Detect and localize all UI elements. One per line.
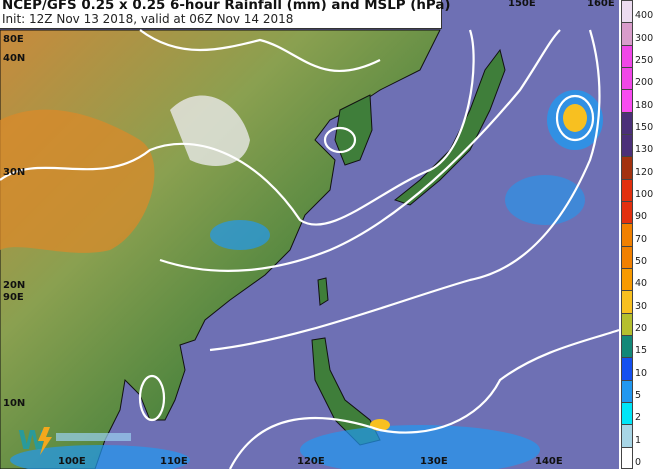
snow-region [170,95,250,166]
colorbar-swatch-180 [621,89,633,112]
isobars [0,29,619,469]
colorbar-label-200: 200 [635,77,654,89]
colorbar-swatch-5 [621,379,633,402]
colorbar-label-120: 120 [635,166,654,178]
land-japan [393,48,506,206]
colorbar-swatch-40 [621,268,633,291]
lon-label-140e: 140E [535,456,563,467]
colorbar: 400 300 250 200 180 150 130 120 100 90 70 50 40 30 20 1… [619,0,654,469]
map-subtitle: Init: 12Z Nov 13 2018, valid at 06Z Nov … [2,12,294,26]
colorbar-label-20: 20 [635,323,648,334]
colorbar-label-0: 0 [635,457,642,468]
colorbar-label-70: 70 [635,233,648,245]
colorbar-label-15: 15 [635,345,648,357]
colorbar-swatch-30 [621,290,633,313]
colorbar-swatch-0 [621,446,633,469]
colorbar-swatch-120 [621,156,633,179]
colorbar-swatch-90 [621,201,633,224]
rainfall-mslp-map [0,0,619,469]
colorbar-label-400: 400 [635,10,654,22]
lon-label-110e: 110E [160,456,188,467]
colorbar-swatch-20 [621,312,633,335]
colorbar-swatch-100 [621,178,633,201]
colorbar-label-300: 300 [635,32,654,44]
colorbar-swatch-250 [621,44,633,67]
colorbar-swatch-10 [621,357,633,380]
lon-label-100e: 100E [58,456,86,467]
colorbar-label-30: 30 [635,300,648,312]
lon-label-160e: 160E [587,0,615,9]
colorbar-label-130: 130 [635,144,654,156]
colorbar-swatch-2 [621,402,633,425]
land-taiwan [317,277,329,306]
highland-tibet [0,109,155,253]
map-title: NCEP/GFS 0.25 x 0.25 6-hour Rainfall (mm… [2,0,451,13]
colorbar-label-90: 90 [635,211,648,223]
title-box: NCEP/GFS 0.25 x 0.25 6-hour Rainfall (mm… [0,0,450,29]
watermark-logo: W [18,426,131,455]
land-korea [334,94,373,166]
colorbar-label-50: 50 [635,256,648,267]
lon-label-150e: 150E [508,0,536,9]
lat-label-20n: 20N [3,280,26,291]
lon-label-120e: 120E [297,456,325,467]
lat-label-40n: 40N [3,53,26,64]
lat-label-10n: 10N [3,398,26,409]
colorbar-label-150: 150 [635,122,654,133]
colorbar-swatch-300 [621,22,633,45]
colorbar-label-1: 1 [635,434,642,446]
colorbar-label-5: 5 [635,390,642,401]
colorbar-swatch-150 [621,111,633,134]
lon-label-130e: 130E [420,456,448,467]
colorbar-label-180: 180 [635,99,654,111]
colorbar-swatch-15 [621,335,633,358]
lon-label-80e: 80E [3,34,24,45]
colorbar-swatch-130 [621,134,633,157]
colorbar-label-2: 2 [635,412,642,424]
colorbar-label-100: 100 [635,189,654,200]
colorbar-label-40: 40 [635,278,648,290]
colorbar-swatch-70 [621,223,633,246]
colorbar-swatch-200 [621,67,633,90]
colorbar-label-250: 250 [635,55,654,66]
colorbar-border [621,0,633,469]
colorbar-label-10: 10 [635,367,648,379]
colorbar-swatch-50 [621,245,633,268]
lat-label-30n: 30N [3,167,26,178]
colorbar-swatch-1 [621,424,633,447]
lon-label-90e: 90E [3,292,24,303]
